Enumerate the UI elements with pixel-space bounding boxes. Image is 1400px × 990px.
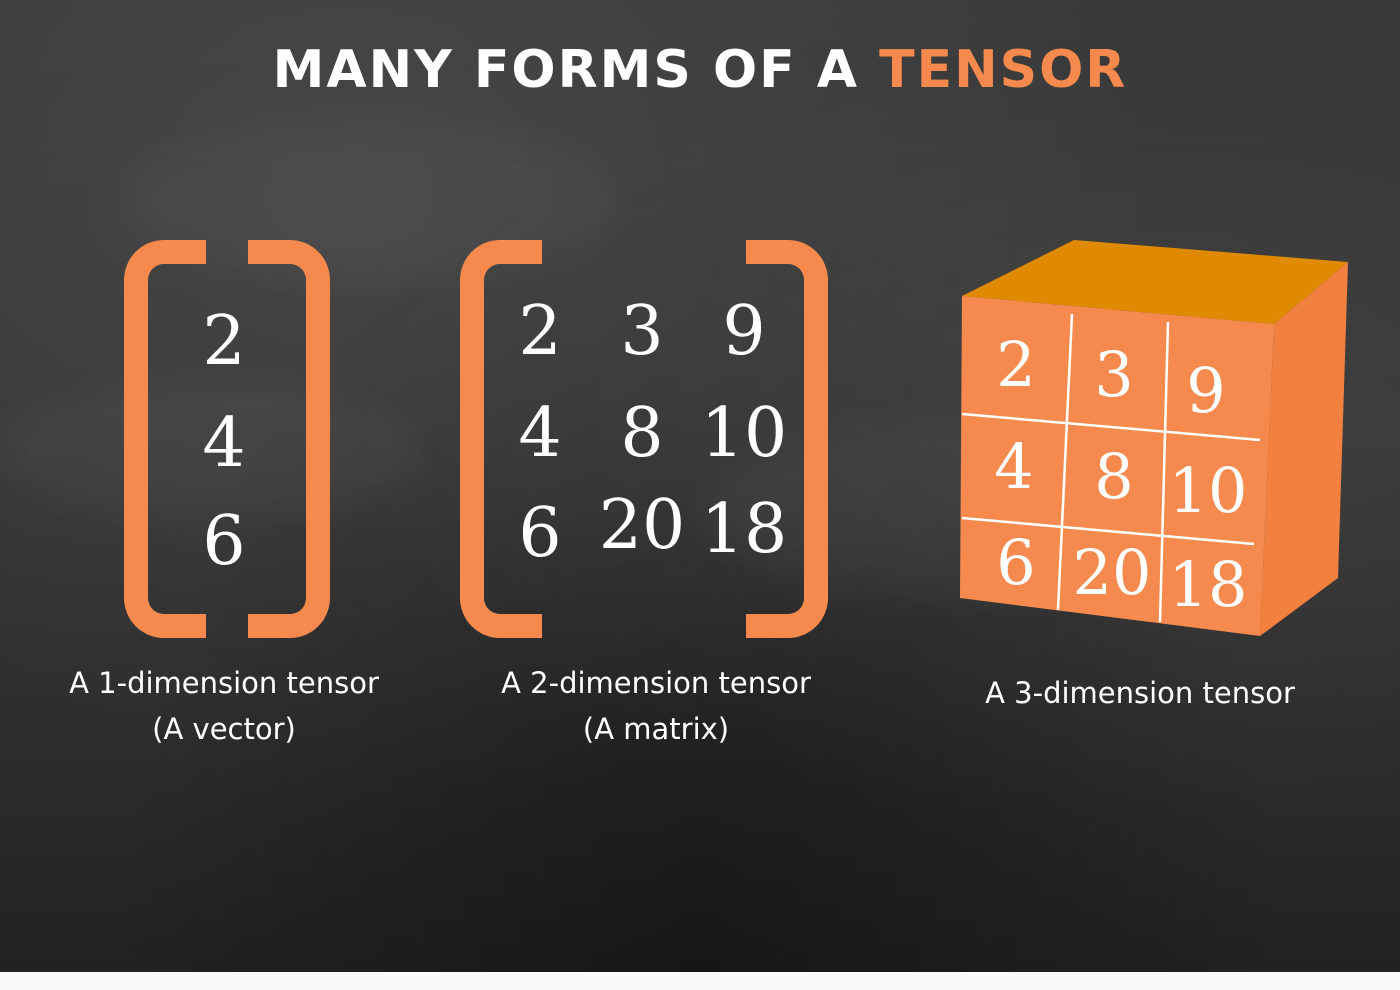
vector-value: 6 [202,502,246,581]
cube-cell: 10 [1168,454,1248,527]
cube-cell: 2 [996,328,1036,401]
cube-side-face [1260,262,1348,636]
title-prefix: MANY FORMS OF A [272,40,880,100]
cube-grid-lines [961,313,1261,623]
matrix-cell: 10 [700,394,788,473]
cube-cell: 18 [1168,548,1248,621]
matrix-cell: 3 [620,292,664,371]
tensor-cube: 2 3 9 4 8 10 6 20 18 [950,238,1350,648]
cube-front-face [960,296,1274,636]
matrix-cell: 8 [620,394,664,473]
cube-cell: 3 [1094,338,1134,411]
vector-left-bracket [124,240,206,638]
cube-top-face [962,240,1348,324]
matrix-cell: 9 [722,292,766,371]
vector-caption-line2: (A vector) [152,712,296,746]
vector-caption-line1: A 1-dimension tensor [69,666,379,700]
cube-cell: 8 [1094,440,1134,513]
matrix-cell: 2 [518,292,562,371]
matrix-cell: 18 [700,490,788,569]
cube-cell: 6 [996,526,1036,599]
title-highlight: TENSOR [879,40,1128,100]
matrix-caption-line2: (A matrix) [582,712,730,746]
matrix-cell: 6 [518,494,562,573]
cube-cell: 20 [1072,536,1152,609]
vector-value: 4 [202,404,246,483]
matrix-caption: A 2-dimension tensor (A matrix) [476,660,836,752]
vector-value: 2 [202,302,246,381]
tensor3d-caption: A 3-dimension tensor [985,676,1295,710]
matrix-cell: 4 [518,394,562,473]
vector-caption: A 1-dimension tensor (A vector) [44,660,404,752]
matrix-right-bracket [746,240,828,638]
cube-cell: 9 [1186,354,1226,427]
vector-right-bracket [248,240,330,638]
matrix-cell: 20 [598,486,686,565]
bottom-margin [0,972,1400,990]
cube-shape [960,240,1348,636]
page-title: MANY FORMS OF A TENSOR [0,40,1400,100]
cube-cell: 4 [994,430,1034,503]
matrix-caption-line1: A 2-dimension tensor [501,666,811,700]
